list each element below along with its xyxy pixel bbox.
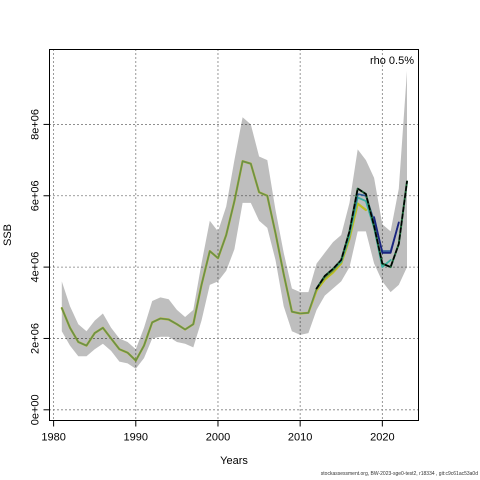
- y-tick-label-0e+00: 0e+00: [30, 394, 42, 425]
- x-tick-label-2000: 2000: [206, 432, 230, 444]
- rho-annotation: rho 0.5%: [370, 55, 414, 67]
- y-axis-title: SSB: [2, 224, 14, 246]
- series-line-2: [60, 160, 351, 362]
- y-tick-label-8e+06: 8e+06: [30, 109, 42, 140]
- series-line-7: [315, 180, 408, 290]
- x-axis: 1980 1990 2000 2010 2020: [41, 420, 395, 444]
- x-axis-title: Years: [220, 455, 248, 467]
- grid-layer: [49, 49, 419, 421]
- confidence-band: [61, 70, 408, 369]
- x-tick-label-1980: 1980: [41, 432, 65, 444]
- y-tick-label-4e+06: 4e+06: [30, 252, 42, 283]
- y-tick-label-6e+06: 6e+06: [30, 180, 42, 211]
- y-tick-label-2e+06: 2e+06: [30, 323, 42, 354]
- series-line-5: [373, 216, 400, 254]
- plot-frame: [49, 49, 419, 421]
- series-layer: [60, 160, 408, 362]
- x-tick-label-2010: 2010: [288, 432, 312, 444]
- y-axis: 0e+00 2e+06 4e+06 6e+06 8e+06: [30, 109, 50, 425]
- footer-credit: stockassessment.org, BW-2023-sge0-test2,…: [320, 471, 478, 477]
- x-tick-label-2020: 2020: [370, 432, 394, 444]
- confidence-band-layer: [61, 70, 408, 369]
- x-tick-label-1990: 1990: [124, 432, 148, 444]
